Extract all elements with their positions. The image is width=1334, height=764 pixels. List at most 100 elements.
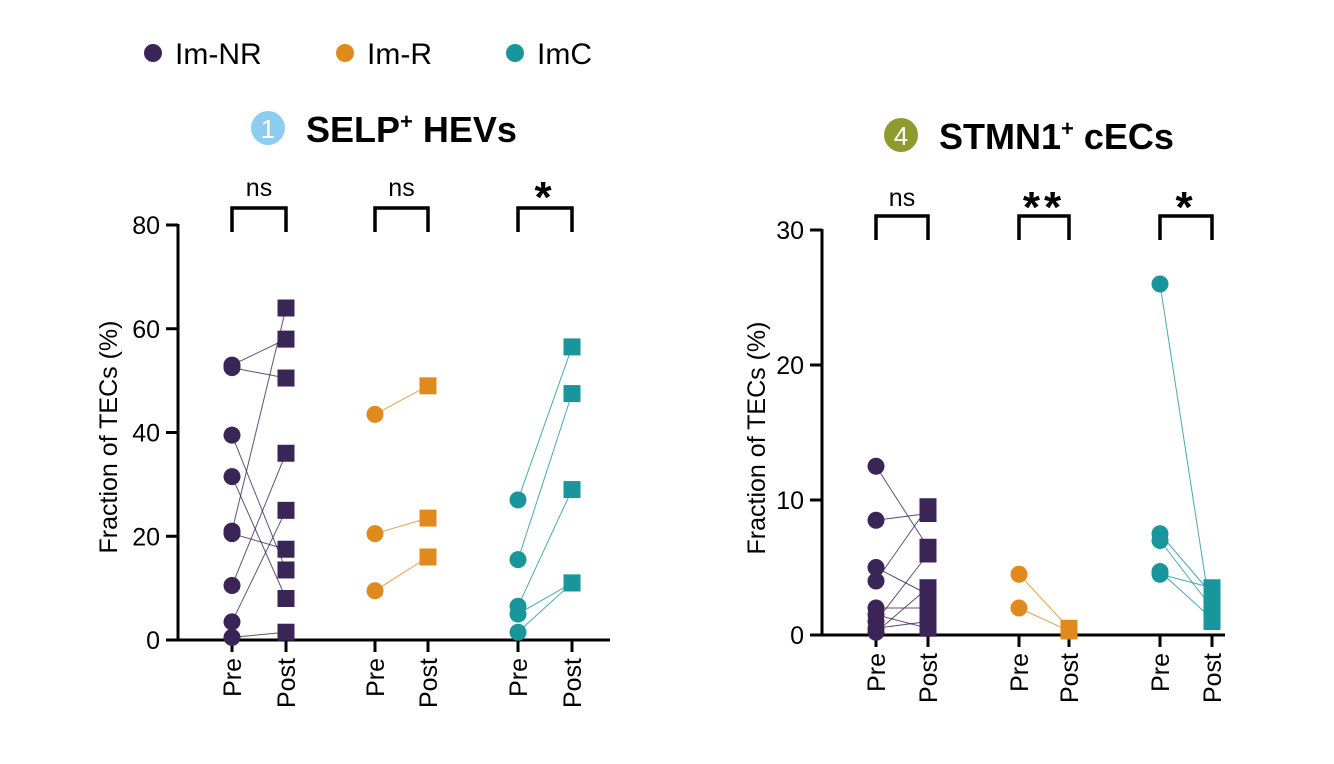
chart1-y-tick-label-0: 0 [790, 622, 804, 650]
chart0-group0-post-point-7 [277, 623, 295, 641]
chart0-group0-pair-line-1 [231, 367, 287, 379]
chart1-group0-pre-label: Pre [863, 653, 891, 692]
chart1-title: STMN1+ cECs [939, 116, 1174, 157]
chart0-group2-pair-line-2 [517, 489, 573, 607]
chart1-group2-sig-bracket [1158, 214, 1214, 240]
chart1-group0-pair-line-6 [875, 553, 929, 622]
chart0-group0-pre-point-7 [223, 628, 241, 646]
chart1-y-tick-label-2: 20 [776, 352, 804, 380]
chart0-y-axis-label: Fraction of TECs (%) [95, 321, 123, 554]
chart0-group2-pair-line-1 [517, 393, 573, 560]
chart0-y-tick-label-2: 40 [132, 420, 160, 448]
chart1-group0-pair-line-2 [875, 567, 929, 595]
chart0-group0-post-point-1 [277, 369, 295, 387]
chart0-group0-post-point-4 [277, 299, 295, 317]
chart0-badge-number: 1 [261, 114, 275, 144]
chart0-group1-post-point-1 [419, 509, 437, 527]
chart0-group0-sig-label: ns [246, 174, 272, 202]
chart0-group2-post-point-2 [563, 481, 581, 499]
chart0-group1-pre-point-0 [366, 405, 384, 423]
chart1-group1-sig-label: ** [1023, 183, 1065, 232]
chart0-group0-post-point-6 [277, 501, 295, 519]
chart0-group0-pre-label: Pre [219, 658, 247, 697]
chart1-group0-pair-line-7 [875, 621, 929, 629]
chart0-group2-pair-line-4 [517, 582, 573, 615]
chart0-group2-post-point-0 [563, 338, 581, 356]
legend-label-2: ImC [537, 38, 592, 71]
chart0-group0-post-point-3 [277, 590, 295, 607]
chart1-group2-pair-line-3 [1159, 571, 1213, 620]
chart1-group2-pre-point-0 [1151, 275, 1169, 293]
legend-marker-0 [144, 44, 162, 62]
chart1-group2-pre-point-4 [1151, 565, 1169, 583]
chart0-group2-pre-point-3 [509, 623, 527, 641]
chart1-group0-pre-point-2 [867, 559, 885, 576]
chart0-group1-post-point-0 [419, 377, 437, 395]
chart1-group2-pre-point-2 [1151, 532, 1169, 549]
chart1-group1-post-label: Post [1056, 653, 1084, 703]
chart1-group1-pre-point-0 [1010, 565, 1028, 583]
chart0-group0-pair-line-2 [231, 434, 287, 571]
chart0-group0-pre-point-3 [223, 468, 241, 486]
chart1-group2-pre-label: Pre [1147, 653, 1175, 692]
chart0-group0-sig-bracket [230, 206, 288, 232]
chart0-group1-sig-bracket [373, 206, 430, 232]
chart1-y-tick-label-1: 10 [776, 487, 804, 515]
chart0-group0-pair-line-8 [231, 533, 287, 550]
chart0-group2-post-label: Post [559, 658, 587, 708]
chart0-group1-pre-point-1 [366, 525, 384, 543]
chart1-group0-pair-line-5 [875, 614, 929, 629]
chart1-group1-pre-label: Pre [1006, 653, 1034, 692]
chart0-group1-pre-label: Pre [362, 658, 390, 697]
chart1-group1-pair-line-0 [1018, 573, 1070, 629]
legend-label-0: Im-NR [175, 38, 262, 71]
chart1-group1-pre-point-1 [1010, 599, 1028, 617]
chart0-group0-post-point-2 [277, 561, 295, 579]
chart0-group0-pre-point-6 [223, 613, 241, 631]
legend-marker-2 [506, 44, 524, 62]
chart0-title: SELP+ HEVs [306, 109, 517, 150]
chart0-group0-pre-point-2 [223, 426, 241, 444]
chart0-group0-pre-point-8 [223, 525, 241, 543]
chart0-group2-post-point-1 [563, 385, 581, 403]
chart0-group2-pair-line-3 [517, 582, 573, 633]
chart1-group0-post-point-6 [919, 545, 937, 563]
chart0-badge [251, 111, 285, 145]
chart1-group0-pre-point-3 [867, 572, 885, 590]
chart0-group1-post-label: Post [415, 658, 443, 708]
chart1-group0-post-point-4 [919, 599, 937, 617]
chart0-group0-post-point-0 [277, 330, 295, 348]
chart1-group0-post-label: Post [915, 653, 943, 703]
chart1-group2-post-label: Post [1199, 653, 1227, 703]
legend-marker-1 [336, 44, 354, 62]
chart1-y-tick-label-3: 30 [776, 217, 804, 245]
chart0-group0-pre-point-1 [223, 359, 241, 377]
chart1-group0-sig-label: ns [889, 184, 915, 212]
chart1-group0-post-point-3 [919, 498, 937, 516]
chart1-badge [884, 118, 918, 152]
chart0-group1-pair-line-0 [374, 385, 429, 415]
chart0-group2-pair-line-0 [517, 346, 573, 501]
chart1-group1-sig-bracket [1017, 214, 1071, 240]
chart1-group0-post-point-8 [919, 579, 937, 597]
chart0-group2-pre-point-0 [509, 491, 527, 509]
chart1-group2-pair-line-1 [1159, 533, 1213, 595]
chart1-group0-pair-line-1 [875, 513, 929, 521]
chart0-y-tick-label-3: 60 [132, 316, 160, 344]
chart1-group0-pre-point-8 [867, 623, 885, 641]
chart0-group1-pre-point-2 [366, 582, 384, 600]
chart1-group0-pre-point-1 [867, 511, 885, 529]
chart1-group1-post-point-1 [1060, 622, 1078, 640]
chart0-group0-pair-line-3 [231, 476, 287, 599]
chart1-group2-pair-line-4 [1159, 573, 1213, 589]
chart0-group1-post-point-2 [419, 548, 437, 566]
chart0-group0-pre-point-5 [223, 577, 241, 595]
chart0-y-tick-label-4: 80 [132, 212, 160, 240]
chart1-group2-sig-label: * [1175, 183, 1196, 232]
chart0-group0-pair-line-4 [231, 307, 287, 532]
chart1-group0-pair-line-8 [875, 587, 929, 633]
chart1-group2-pair-line-0 [1159, 283, 1213, 622]
chart1-group2-post-point-3 [1203, 610, 1221, 628]
chart1-group0-pair-line-0 [875, 465, 929, 548]
